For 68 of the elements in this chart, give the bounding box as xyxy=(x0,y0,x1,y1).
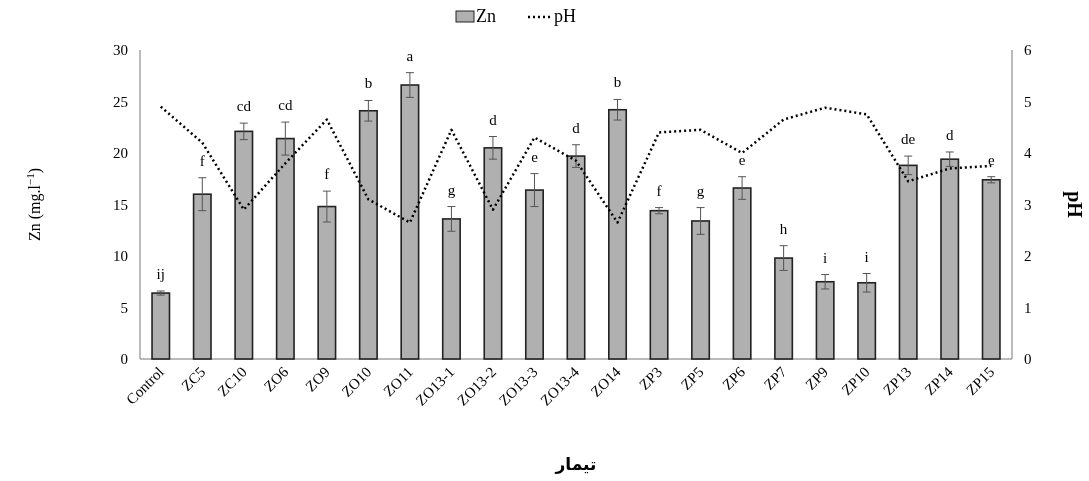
y-tick-label: 5 xyxy=(120,299,128,316)
y-tick-label: 0 xyxy=(120,351,128,367)
bar xyxy=(774,257,794,360)
y2-tick-label: 5 xyxy=(1024,93,1032,110)
y2-tick-label: 2 xyxy=(1024,248,1032,264)
bar xyxy=(192,193,212,360)
x-tick-label: ZP9 xyxy=(802,363,832,393)
data-label: f xyxy=(324,166,330,183)
bar xyxy=(981,178,1001,360)
x-tick-label: ZO6 xyxy=(260,363,292,395)
bar xyxy=(441,218,461,360)
x-tick-label: ZO9 xyxy=(302,363,333,395)
bar xyxy=(732,187,752,360)
data-label: h xyxy=(779,220,788,237)
data-label: cd xyxy=(278,97,293,114)
y2-axis-title: pH xyxy=(1063,191,1086,219)
y2-tick-label: 6 xyxy=(1024,42,1032,58)
y-tick-label: 10 xyxy=(113,248,128,264)
bar xyxy=(400,84,420,360)
y-tick-label: 20 xyxy=(113,145,128,161)
bar xyxy=(234,130,254,360)
data-label: e xyxy=(738,151,746,168)
y2-tick-label: 0 xyxy=(1024,351,1032,367)
data-label: e xyxy=(531,148,539,165)
y2-tick-label: 1 xyxy=(1024,299,1032,316)
bar xyxy=(483,147,503,360)
data-label: b xyxy=(613,74,622,91)
y2-tick-label: 3 xyxy=(1024,196,1032,213)
x-tick-label: ZP3 xyxy=(636,363,666,393)
x-tick-label: ZP6 xyxy=(719,363,749,393)
x-tick-label: ZC5 xyxy=(178,363,209,394)
data-label: g xyxy=(696,182,705,199)
bar xyxy=(649,209,669,360)
legend-label: pH xyxy=(554,6,576,26)
data-label: de xyxy=(901,131,916,148)
data-label: ij xyxy=(156,266,165,283)
bar xyxy=(898,164,918,360)
data-label: i xyxy=(823,249,828,266)
bar xyxy=(857,281,877,360)
legend-label: Zn xyxy=(476,6,496,26)
data-label: i xyxy=(864,248,869,265)
bar xyxy=(940,158,960,360)
y-tick-label: 15 xyxy=(113,196,128,213)
data-label: d xyxy=(572,119,581,136)
data-label: cd xyxy=(236,98,252,115)
bar xyxy=(566,155,586,360)
y-tick-label: 25 xyxy=(113,93,128,110)
bar xyxy=(691,220,711,360)
data-label: d xyxy=(489,111,498,128)
data-label: f xyxy=(656,182,662,199)
x-tick-label: ZP5 xyxy=(677,363,707,393)
data-label: f xyxy=(199,152,205,169)
bar xyxy=(524,189,544,360)
bar xyxy=(608,108,628,360)
bar xyxy=(151,292,171,360)
x-axis-title: تیمار xyxy=(554,454,597,474)
x-tick-label: ZP7 xyxy=(760,363,791,393)
bar xyxy=(317,205,337,360)
bar xyxy=(815,280,835,360)
y2-tick-label: 4 xyxy=(1024,145,1032,161)
data-label: b xyxy=(364,75,373,92)
data-label: a xyxy=(406,47,414,64)
data-label: d xyxy=(945,126,954,143)
data-label: g xyxy=(447,181,456,198)
data-label: e xyxy=(987,151,995,168)
bar xyxy=(275,137,295,360)
y-tick-label: 30 xyxy=(113,42,128,58)
bar xyxy=(358,109,378,360)
